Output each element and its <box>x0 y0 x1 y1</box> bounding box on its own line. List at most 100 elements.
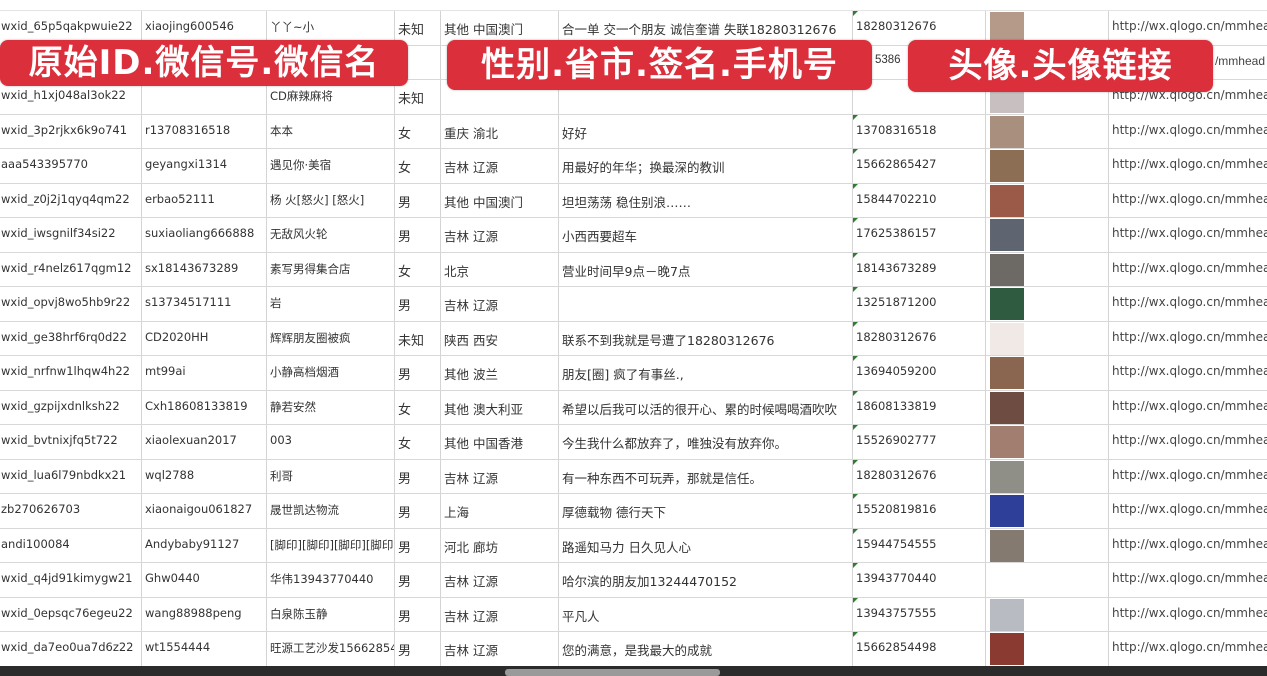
scrollbar-thumb[interactable] <box>505 669 720 676</box>
cell-phone[interactable]: 13708316518 <box>852 114 985 148</box>
cell-gender[interactable]: 男 <box>394 597 440 631</box>
cell-signature[interactable]: 平凡人 <box>558 597 852 631</box>
cell-wechat-name[interactable]: 华伟13943770440 <box>266 563 394 597</box>
cell-avatar[interactable] <box>985 632 1108 666</box>
cell-gender[interactable]: 未知 <box>394 321 440 355</box>
cell-original-id[interactable]: wxid_q4jd91kimygw21 <box>1 571 133 585</box>
cell-wechat-id[interactable]: wql2788 <box>141 459 266 493</box>
cell-wechat-name[interactable]: 无敌风火轮 <box>266 218 394 252</box>
cell-wechat-id[interactable] <box>141 80 266 114</box>
cell-avatar-url[interactable]: http://wx.qlogo.cn/mmhead <box>1108 425 1267 459</box>
cell-wechat-name[interactable]: 003 <box>266 425 394 459</box>
cell-wechat-id[interactable]: wang88988peng <box>141 597 266 631</box>
cell-avatar[interactable] <box>985 597 1108 631</box>
cell-wechat-name[interactable]: 白泉陈玉静 <box>266 597 394 631</box>
cell-region[interactable] <box>440 45 558 79</box>
cell-original-id[interactable]: wxid_z0j2j1qyq4qm22 <box>1 191 130 206</box>
cell-gender[interactable]: 男 <box>394 356 440 390</box>
cell-phone[interactable]: 17625386157 <box>852 218 985 252</box>
cell-wechat-id[interactable]: Andybaby91127 <box>141 528 266 562</box>
cell-wechat-name[interactable]: 素写男得集合店 <box>266 252 394 286</box>
cell-avatar[interactable] <box>985 459 1108 493</box>
cell-avatar-url[interactable]: http://wx.qlogo.cn/mmhead <box>1108 114 1267 148</box>
cell-avatar[interactable] <box>985 114 1108 148</box>
cell-gender[interactable]: 男 <box>394 632 440 666</box>
cell-region[interactable]: 其他 中国澳门 <box>440 183 558 217</box>
cell-avatar-url[interactable]: http://wx.qlogo.cn/mmhead <box>1108 252 1267 286</box>
cell-region[interactable]: 吉林 辽源 <box>440 632 558 666</box>
cell-avatar[interactable] <box>985 425 1108 459</box>
cell-region[interactable] <box>440 80 558 114</box>
cell-wechat-id[interactable]: CD2020HH <box>141 321 266 355</box>
cell-wechat-id[interactable]: erbao52111 <box>141 183 266 217</box>
cell-original-id[interactable]: wxid_nrfnw1lhqw4h22 <box>1 364 130 378</box>
cell-wechat-id[interactable]: geyangxi1314 <box>141 149 266 183</box>
cell-signature[interactable]: 有一种东西不可玩弄，那就是信任。 <box>558 459 852 493</box>
cell-original-id[interactable]: wxid_bvtnixjfq5t722 <box>1 433 118 447</box>
cell-signature[interactable]: 合一单 交一个朋友 诚信奎谱 失联18280312676 <box>558 11 852 45</box>
cell-avatar[interactable] <box>985 356 1108 390</box>
cell-avatar[interactable] <box>985 528 1108 562</box>
cell-phone[interactable]: 15662854498 <box>852 632 985 666</box>
cell-avatar-url[interactable]: http://wx.qlogo.cn/mmhead <box>1108 321 1267 355</box>
cell-original-id[interactable]: wxid_lua6l79nbdkx21 <box>1 467 127 482</box>
cell-wechat-id[interactable]: Cxh18608133819 <box>141 390 266 424</box>
cell-phone[interactable]: 18143673289 <box>852 252 985 286</box>
cell-wechat-name[interactable]: 晟世凯达物流 <box>266 494 394 528</box>
cell-signature[interactable]: 路遥知马力 日久见人心 <box>558 528 852 562</box>
cell-gender[interactable]: 未知 <box>394 11 440 45</box>
cell-avatar[interactable] <box>985 183 1108 217</box>
cell-signature[interactable]: 您的满意，是我最大的成就 <box>558 632 852 666</box>
cell-wechat-name[interactable]: 利哥 <box>266 459 394 493</box>
cell-signature[interactable]: 朋友[圈] 疯了有事丝., <box>558 356 852 390</box>
cell-region[interactable]: 吉林 辽源 <box>440 218 558 252</box>
cell-original-id[interactable]: wxid_65p5qakpwuie22 <box>1 19 133 33</box>
cell-phone[interactable]: 18608133819 <box>852 390 985 424</box>
cell-region[interactable]: 重庆 渝北 <box>440 114 558 148</box>
cell-region[interactable]: 吉林 辽源 <box>440 149 558 183</box>
cell-gender[interactable]: 男 <box>394 287 440 321</box>
cell-region[interactable]: 吉林 辽源 <box>440 563 558 597</box>
cell-gender[interactable]: 未知 <box>394 80 440 114</box>
cell-avatar-url[interactable]: http://wx.qlogo.cn/mmhead <box>1108 287 1267 321</box>
cell-phone[interactable]: 18280312676 <box>852 11 985 45</box>
cell-region[interactable]: 吉林 辽源 <box>440 597 558 631</box>
cell-wechat-name[interactable]: 丫丫~小 <box>266 11 394 45</box>
cell-signature[interactable]: 用最好的年华；换最深的教训 <box>558 149 852 183</box>
cell-gender[interactable]: 女 <box>394 114 440 148</box>
cell-avatar-url[interactable]: http://wx.qlogo.cn/mmhead <box>1108 459 1267 493</box>
cell-signature[interactable]: 联系不到我就是号遭了18280312676 <box>558 321 852 355</box>
cell-gender[interactable]: 男 <box>394 494 440 528</box>
cell-avatar-url[interactable]: http://wx.qlogo.cn/mmhead <box>1108 494 1267 528</box>
cell-avatar-url[interactable]: http://wx.qlogo.cn/mmhead <box>1108 528 1267 562</box>
cell-signature[interactable]: 营业时间早9点－晚7点 <box>558 252 852 286</box>
cell-avatar-url[interactable]: http://wx.qlogo.cn/mmhead <box>1108 597 1267 631</box>
cell-avatar[interactable] <box>985 563 1108 597</box>
cell-region[interactable]: 其他 中国澳门 <box>440 11 558 45</box>
cell-original-id[interactable]: wxid_r4nelz617qgm12 <box>1 260 132 275</box>
cell-wechat-name[interactable]: 杨 火[怒火] [怒火] <box>266 183 394 217</box>
cell-gender[interactable]: 女 <box>394 149 440 183</box>
cell-region[interactable]: 陕西 西安 <box>440 321 558 355</box>
cell-signature[interactable] <box>558 80 852 114</box>
cell-region[interactable]: 吉林 辽源 <box>440 287 558 321</box>
cell-signature[interactable]: 厚德载物 德行天下 <box>558 494 852 528</box>
cell-wechat-name[interactable]: 静若安然 <box>266 390 394 424</box>
cell-wechat-name[interactable]: 辉辉朋友圈被疯 <box>266 321 394 355</box>
cell-region[interactable]: 其他 中国香港 <box>440 425 558 459</box>
cell-wechat-id[interactable]: xiaolexuan2017 <box>141 425 266 459</box>
cell-phone[interactable]: 18280312676 <box>852 459 985 493</box>
cell-avatar[interactable] <box>985 494 1108 528</box>
cell-region[interactable]: 其他 澳大利亚 <box>440 390 558 424</box>
cell-avatar[interactable] <box>985 252 1108 286</box>
cell-avatar[interactable] <box>985 149 1108 183</box>
cell-avatar-url[interactable]: http://wx.qlogo.cn/mmhead <box>1108 356 1267 390</box>
cell-original-id[interactable]: wxid_opvj8wo5hb9r22 <box>1 295 131 309</box>
cell-gender[interactable]: 女 <box>394 252 440 286</box>
cell-original-id[interactable]: andi100084 <box>1 536 70 551</box>
cell-phone[interactable]: 13943757555 <box>852 597 985 631</box>
cell-wechat-id[interactable]: wt1554444 <box>141 632 266 666</box>
cell-wechat-name[interactable]: CD麻辣麻将 <box>266 80 394 114</box>
cell-wechat-id[interactable]: xiaojing600546 <box>141 11 266 45</box>
cell-avatar-url[interactable]: http://wx.qlogo.cn/mmhead <box>1108 563 1267 597</box>
